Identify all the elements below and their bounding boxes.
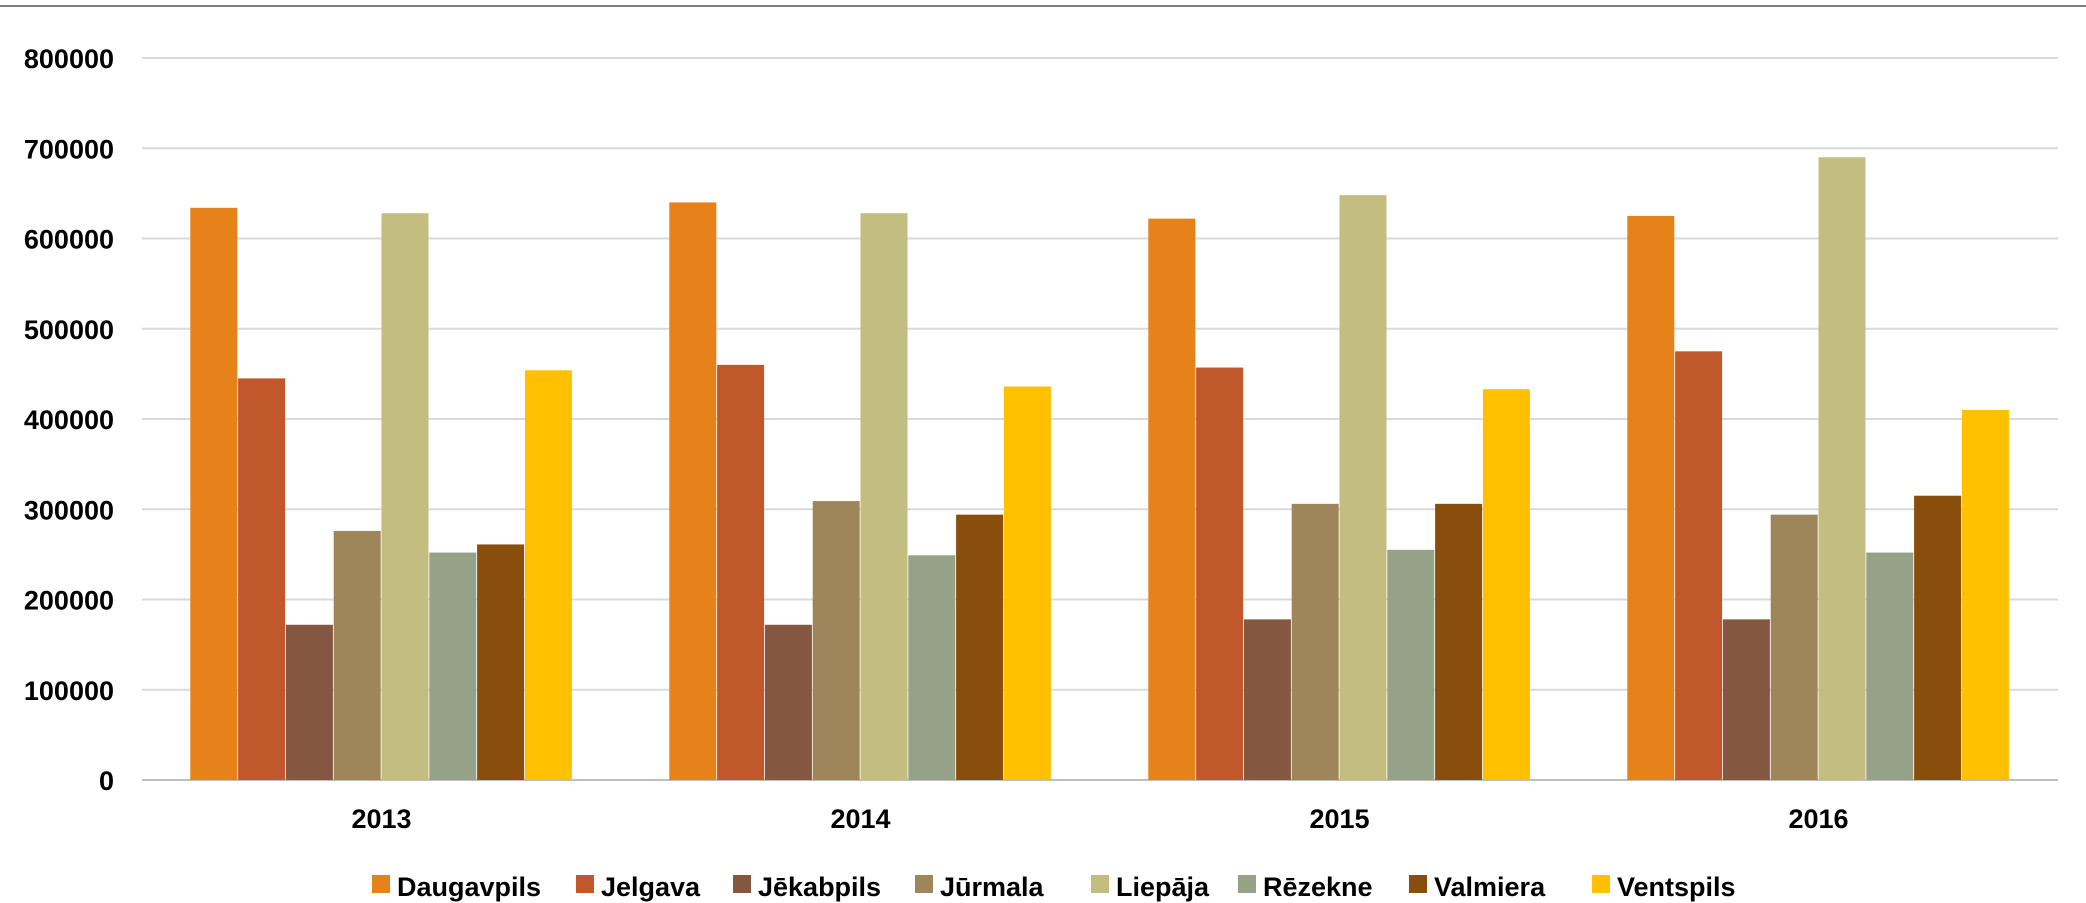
bar-valmiera-2014 bbox=[956, 514, 1004, 780]
bar-jūrmala-2015 bbox=[1291, 503, 1339, 780]
bar-liepāja-2014 bbox=[860, 213, 908, 781]
bars bbox=[190, 157, 2009, 781]
y-tick-label: 0 bbox=[99, 766, 114, 796]
bar-ventspils-2013 bbox=[524, 370, 572, 780]
legend-swatch bbox=[733, 875, 751, 893]
bar-ventspils-2016 bbox=[1961, 409, 2009, 780]
bar-jēkabpils-2013 bbox=[285, 624, 333, 780]
y-tick-label: 200000 bbox=[24, 586, 114, 616]
legend-entry-jūrmala: Jūrmala bbox=[915, 872, 1045, 902]
legend-entry-valmiera: Valmiera bbox=[1409, 872, 1546, 902]
y-tick-label: 600000 bbox=[24, 225, 114, 255]
legend-swatch bbox=[915, 875, 933, 893]
legend-entry-jēkabpils: Jēkabpils bbox=[733, 872, 881, 902]
bar-ventspils-2014 bbox=[1003, 386, 1051, 780]
bar-jelgava-2014 bbox=[717, 364, 765, 780]
legend-entry-rēzekne: Rēzekne bbox=[1238, 872, 1373, 902]
legend-swatch bbox=[1409, 875, 1427, 893]
bar-jelgava-2016 bbox=[1675, 351, 1723, 780]
bar-valmiera-2016 bbox=[1914, 495, 1962, 780]
legend-label: Rēzekne bbox=[1263, 872, 1373, 902]
bar-jūrmala-2014 bbox=[812, 501, 860, 780]
bar-liepāja-2016 bbox=[1818, 157, 1866, 780]
bar-ventspils-2015 bbox=[1482, 389, 1530, 780]
bar-rēzekne-2014 bbox=[908, 555, 956, 780]
bar-daugavpils-2015 bbox=[1148, 218, 1196, 780]
legend-label: Liepāja bbox=[1116, 872, 1210, 902]
legend-label: Jēkabpils bbox=[758, 872, 881, 902]
x-tick-label: 2013 bbox=[351, 804, 411, 834]
bar-daugavpils-2016 bbox=[1627, 215, 1675, 780]
bar-jēkabpils-2016 bbox=[1722, 619, 1770, 780]
legend-entry-ventspils: Ventspils bbox=[1592, 872, 1736, 902]
y-tick-label: 800000 bbox=[24, 44, 114, 74]
legend-swatch bbox=[1238, 875, 1256, 893]
bar-valmiera-2015 bbox=[1435, 503, 1483, 780]
bar-jēkabpils-2015 bbox=[1243, 619, 1291, 780]
y-tick-label: 300000 bbox=[24, 495, 114, 525]
bar-jūrmala-2016 bbox=[1770, 514, 1818, 780]
bar-group-2016 bbox=[1627, 157, 2009, 780]
legend-label: Jūrmala bbox=[940, 872, 1045, 902]
x-axis: 2013 2014 2015 2016 bbox=[351, 804, 1848, 834]
bar-rēzekne-2013 bbox=[429, 552, 477, 780]
bar-jūrmala-2013 bbox=[333, 530, 381, 780]
y-tick-label: 500000 bbox=[24, 315, 114, 345]
legend-label: Jelgava bbox=[601, 872, 701, 902]
y-tick-label: 400000 bbox=[24, 405, 114, 435]
x-tick-label: 2015 bbox=[1309, 804, 1369, 834]
bar-group-2015 bbox=[1148, 195, 1530, 780]
bar-rēzekne-2016 bbox=[1866, 552, 1914, 780]
bar-jēkabpils-2014 bbox=[764, 624, 812, 780]
legend-label: Ventspils bbox=[1617, 872, 1736, 902]
legend-entry-jelgava: Jelgava bbox=[576, 872, 701, 902]
y-axis: 0 100000 200000 300000 400000 500000 600000 700… bbox=[24, 44, 114, 796]
bar-jelgava-2013 bbox=[238, 378, 286, 780]
y-tick-label: 700000 bbox=[24, 134, 114, 164]
bar-liepāja-2013 bbox=[381, 213, 429, 781]
legend-swatch bbox=[1592, 875, 1610, 893]
x-tick-label: 2014 bbox=[830, 804, 890, 834]
legend-label: Valmiera bbox=[1434, 872, 1546, 902]
legend: Daugavpils Jelgava Jēkabpils Jūrmala Liepāja… bbox=[372, 872, 1736, 902]
legend-entry-daugavpils: Daugavpils bbox=[372, 872, 541, 902]
bar-daugavpils-2014 bbox=[669, 202, 717, 780]
legend-swatch bbox=[372, 875, 390, 893]
legend-label: Daugavpils bbox=[397, 872, 541, 902]
bar-rēzekne-2015 bbox=[1387, 549, 1435, 780]
bar-group-2013 bbox=[190, 207, 572, 781]
bar-daugavpils-2013 bbox=[190, 207, 238, 780]
legend-entry-liepāja: Liepāja bbox=[1091, 872, 1210, 902]
top-border-line bbox=[0, 5, 2086, 7]
x-tick-label: 2016 bbox=[1788, 804, 1848, 834]
legend-swatch bbox=[576, 875, 594, 893]
bar-group-2014 bbox=[669, 202, 1051, 781]
bar-jelgava-2015 bbox=[1196, 367, 1244, 780]
y-tick-label: 100000 bbox=[24, 676, 114, 706]
bar-liepāja-2015 bbox=[1339, 195, 1387, 780]
legend-swatch bbox=[1091, 875, 1109, 893]
bar-valmiera-2013 bbox=[477, 544, 525, 780]
